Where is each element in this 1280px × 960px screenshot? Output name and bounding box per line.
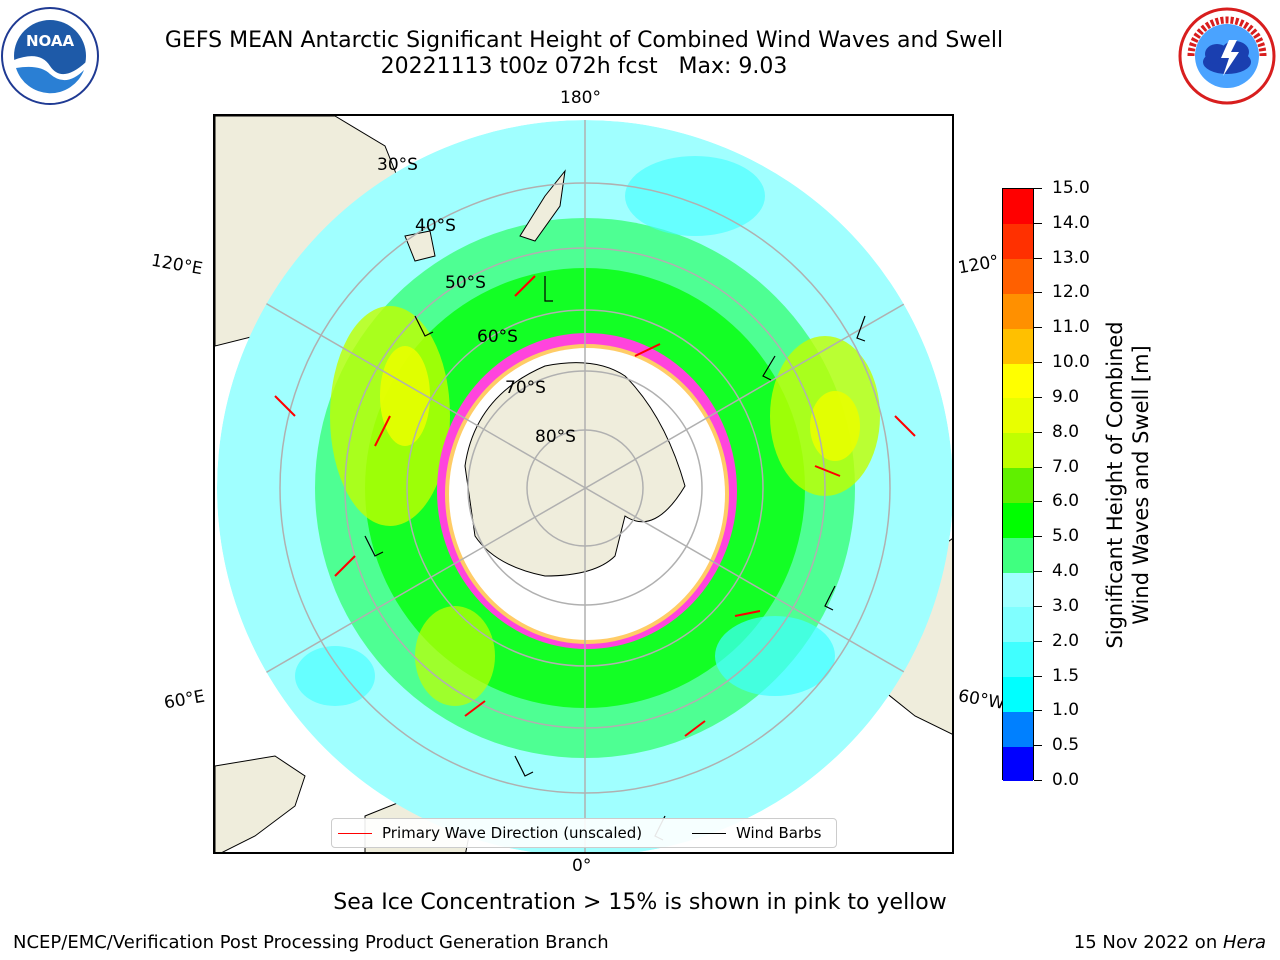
footer-machine: Hera [1223, 932, 1266, 953]
lat-label-80s: 80°S [535, 427, 576, 447]
colorbar [1002, 188, 1034, 780]
colorbar-tick-label: 11.0 [1052, 317, 1090, 337]
colorbar-tick [1034, 258, 1042, 259]
footer-date-text: 15 Nov 2022 on [1074, 932, 1223, 953]
colorbar-tick-label: 8.0 [1052, 422, 1079, 442]
colorbar-tick [1034, 745, 1042, 746]
colorbar-segment [1003, 433, 1033, 468]
colorbar-tick-label: 3.0 [1052, 596, 1079, 616]
map-panel: 30°S 40°S 50°S 60°S 70°S 80°S [213, 114, 954, 854]
colorbar-tick-label: 1.0 [1052, 700, 1079, 720]
colorbar-segment [1003, 642, 1033, 677]
lon-label-0: 0° [572, 856, 591, 876]
colorbar-title-line1: Significant Height of Combined [1102, 321, 1128, 648]
colorbar-tick-label: 7.0 [1052, 457, 1079, 477]
colorbar-tick [1034, 188, 1042, 189]
colorbar-segment [1003, 293, 1033, 328]
legend-barb-swatch [692, 833, 726, 834]
lat-label-70s: 70°S [505, 378, 546, 398]
colorbar-tick-label: 5.0 [1052, 526, 1079, 546]
colorbar-tick [1034, 536, 1042, 537]
colorbar-tick [1034, 292, 1042, 293]
colorbar-segment [1003, 189, 1033, 224]
colorbar-tick-label: 0.0 [1052, 770, 1079, 790]
nws-logo [1177, 6, 1277, 106]
sea-ice-footnote: Sea Ice Concentration > 15% is shown in … [0, 890, 1280, 915]
colorbar-tick [1034, 641, 1042, 642]
colorbar-title: Significant Height of Combined Wind Wave… [1102, 321, 1154, 648]
legend-wave-swatch [338, 833, 372, 834]
colorbar-segment [1003, 468, 1033, 503]
colorbar-tick [1034, 223, 1042, 224]
colorbar-tick-label: 2.0 [1052, 631, 1079, 651]
colorbar-tick-label: 9.0 [1052, 387, 1079, 407]
colorbar-segment [1003, 259, 1033, 294]
colorbar-segment [1003, 398, 1033, 433]
legend-barb-item: Wind Barbs [692, 824, 821, 842]
chart-title: GEFS MEAN Antarctic Significant Height o… [0, 27, 1168, 55]
lat-label-50s: 50°S [445, 273, 486, 293]
colorbar-segment [1003, 572, 1033, 607]
colorbar-segment [1003, 677, 1033, 712]
colorbar-tick-label: 4.0 [1052, 561, 1079, 581]
colorbar-title-line2: Wind Waves and Swell [m] [1128, 321, 1154, 648]
legend-wave-item: Primary Wave Direction (unscaled) [338, 824, 642, 842]
lat-label-60s: 60°S [477, 327, 518, 347]
colorbar-segment [1003, 363, 1033, 398]
lon-label-60e: 60°E [163, 687, 207, 714]
colorbar-segment [1003, 537, 1033, 572]
chart-subtitle: 20221113 t00z 072h fcst Max: 9.03 [0, 53, 1168, 81]
colorbar-tick [1034, 780, 1042, 781]
footer-date: 15 Nov 2022 on Hera [1074, 932, 1266, 953]
lat-label-30s: 30°S [377, 155, 418, 175]
colorbar-tick [1034, 606, 1042, 607]
colorbar-tick [1034, 467, 1042, 468]
colorbar-tick-label: 14.0 [1052, 213, 1090, 233]
colorbar-segment [1003, 502, 1033, 537]
colorbar-tick-label: 0.5 [1052, 735, 1079, 755]
colorbar-segment [1003, 746, 1033, 781]
colorbar-segment [1003, 328, 1033, 363]
colorbar-tick-label: 13.0 [1052, 248, 1090, 268]
colorbar-tick [1034, 676, 1042, 677]
lon-label-180: 180° [560, 88, 601, 108]
colorbar-tick [1034, 327, 1042, 328]
lon-label-120w: 120° [957, 252, 1001, 279]
lon-label-60w: 60°W [957, 686, 1007, 714]
colorbar-tick-label: 15.0 [1052, 178, 1090, 198]
colorbar-tick-label: 6.0 [1052, 491, 1079, 511]
lat-label-40s: 40°S [415, 216, 456, 236]
colorbar-tick [1034, 710, 1042, 711]
colorbar-tick [1034, 501, 1042, 502]
colorbar-tick-label: 12.0 [1052, 282, 1090, 302]
colorbar-tick [1034, 397, 1042, 398]
colorbar-segment [1003, 711, 1033, 746]
noaa-logo: NOAA [0, 6, 100, 106]
legend-wave-label: Primary Wave Direction (unscaled) [382, 824, 642, 842]
land-africa [215, 756, 305, 854]
footer-branch: NCEP/EMC/Verification Post Processing Pr… [13, 932, 609, 953]
colorbar-tick-label: 1.5 [1052, 666, 1079, 686]
colorbar-tick [1034, 432, 1042, 433]
colorbar-tick [1034, 362, 1042, 363]
legend-barb-label: Wind Barbs [736, 824, 821, 842]
svg-text:NOAA: NOAA [26, 32, 75, 50]
colorbar-tick [1034, 571, 1042, 572]
polar-map: 30°S 40°S 50°S 60°S 70°S 80°S [215, 116, 954, 854]
colorbar-tick-label: 10.0 [1052, 352, 1090, 372]
colorbar-segment [1003, 607, 1033, 642]
map-legend: Primary Wave Direction (unscaled) Wind B… [331, 818, 837, 848]
lon-label-120e: 120°E [150, 251, 204, 280]
colorbar-segment [1003, 224, 1033, 259]
